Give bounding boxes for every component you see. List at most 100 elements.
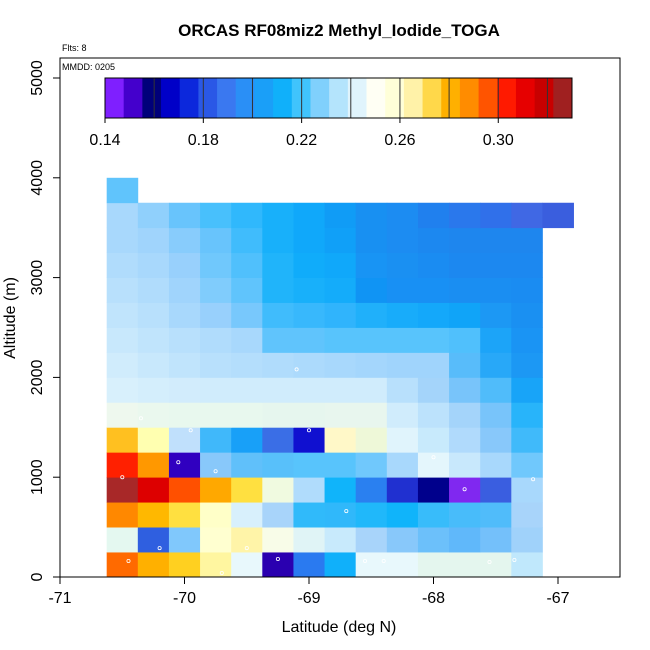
heatmap-cell — [168, 427, 201, 453]
heatmap-cell — [168, 402, 201, 428]
heatmap-cell — [137, 202, 170, 229]
heatmap-cell — [449, 227, 481, 254]
y-axis: 0 1000 2000 3000 4000 5000 — [29, 60, 60, 581]
sample-marker — [244, 546, 249, 551]
heatmap-cell — [200, 202, 232, 229]
heatmap-cell — [106, 502, 139, 528]
heatmap-cell — [168, 377, 201, 403]
heatmap-cell — [137, 502, 170, 528]
colorbar-segment — [123, 78, 143, 118]
heatmap-cell — [106, 202, 139, 229]
heatmap-cell — [386, 302, 419, 328]
sample-marker — [138, 416, 143, 421]
heatmap-cell — [449, 252, 481, 278]
heatmap-cell — [324, 352, 357, 378]
heatmap-cell — [417, 202, 450, 229]
heatmap-cell — [355, 452, 388, 478]
heatmap-cell — [511, 352, 543, 378]
heatmap-cell — [480, 502, 512, 528]
heatmap-cell — [449, 302, 481, 328]
heatmap-cell — [324, 302, 357, 328]
heatmap-cell — [449, 402, 481, 428]
heatmap-cell — [168, 327, 201, 353]
heatmap-cell — [200, 452, 232, 478]
colorbar: 0.14 0.18 0.22 0.26 0.30 — [89, 77, 573, 149]
heatmap-cell — [386, 277, 419, 303]
heatmap-cell — [200, 402, 232, 428]
colorbar-segment — [478, 78, 498, 118]
heatmap-cell — [168, 352, 201, 378]
x-tick-label: -71 — [48, 590, 71, 607]
heatmap-cell — [449, 502, 481, 528]
heatmap-cell — [106, 252, 139, 278]
heatmap-cell — [293, 377, 325, 403]
plot-frame — [59, 57, 621, 578]
heatmap-cell — [355, 352, 388, 378]
heatmap-cell — [324, 477, 357, 503]
heatmap-cell — [417, 402, 450, 428]
heatmap-cell — [386, 377, 419, 403]
heatmap-cell — [137, 527, 170, 553]
heatmap-cell — [480, 327, 512, 353]
heatmap-cell — [324, 527, 357, 553]
heatmap-cell — [168, 277, 201, 303]
heatmap-cell — [417, 502, 450, 528]
heatmap-cell — [262, 502, 294, 528]
heatmap-cell — [417, 477, 450, 503]
heatmap-cell — [168, 302, 201, 328]
heatmap-cell — [324, 277, 357, 303]
heatmap-cell — [106, 477, 139, 503]
heatmap-cell — [324, 377, 357, 403]
heatmap-cell — [355, 552, 388, 578]
heatmap-cell — [106, 177, 139, 204]
heatmap-cell — [137, 427, 170, 453]
heatmap-cell — [200, 552, 232, 578]
heatmap-cell — [168, 202, 201, 229]
heatmap-cell — [355, 427, 388, 453]
chart-title: ORCAS RF08miz2 Methyl_Iodide_TOGA — [178, 21, 500, 40]
heatmap-cell — [480, 427, 512, 453]
heatmap-cell — [168, 477, 201, 503]
heatmap-cell — [200, 277, 232, 303]
heatmap-cell — [417, 427, 450, 453]
sample-marker — [381, 559, 386, 564]
heatmap-cell — [355, 527, 388, 553]
heatmap-cell — [231, 502, 263, 528]
colorbar-segment — [403, 78, 424, 118]
heatmap-cell — [262, 252, 294, 278]
heatmap-cell — [324, 402, 357, 428]
date-note: MMDD: 0205 — [62, 62, 115, 72]
heatmap-cell — [168, 227, 201, 254]
colorbar-segment — [497, 78, 517, 118]
heatmap-cell — [449, 552, 481, 578]
heatmap-cell — [231, 327, 263, 353]
heatmap-cell — [480, 252, 512, 278]
heatmap-cell — [480, 227, 512, 254]
heatmap-cell — [200, 477, 232, 503]
heatmap-cell — [137, 377, 170, 403]
sample-marker — [531, 477, 536, 482]
heatmap-cell — [231, 302, 263, 328]
colorbar-segment — [235, 78, 255, 118]
heatmap-cell — [324, 202, 357, 229]
heatmap-cell — [355, 502, 388, 528]
heatmap-cell — [449, 427, 481, 453]
heatmap-cell — [231, 477, 263, 503]
heatmap-cell — [262, 202, 294, 229]
heatmap-cell — [511, 427, 543, 453]
heatmap-cell — [386, 402, 419, 428]
colorbar-tick-label: 0.18 — [188, 132, 219, 149]
heatmap-cell — [106, 427, 139, 453]
heatmap-cell — [231, 227, 263, 254]
heatmap-cell — [449, 352, 481, 378]
heatmap-cell — [449, 202, 481, 229]
heatmap-cell — [480, 552, 512, 578]
heatmap-cell — [293, 202, 325, 229]
heatmap-cell — [200, 227, 232, 254]
x-tick-label: -69 — [297, 590, 320, 607]
colorbar-segment — [329, 78, 349, 118]
heatmap-cell — [262, 402, 294, 428]
sample-marker — [176, 460, 181, 465]
y-tick-label: 0 — [29, 572, 46, 581]
sample-marker — [362, 559, 367, 564]
